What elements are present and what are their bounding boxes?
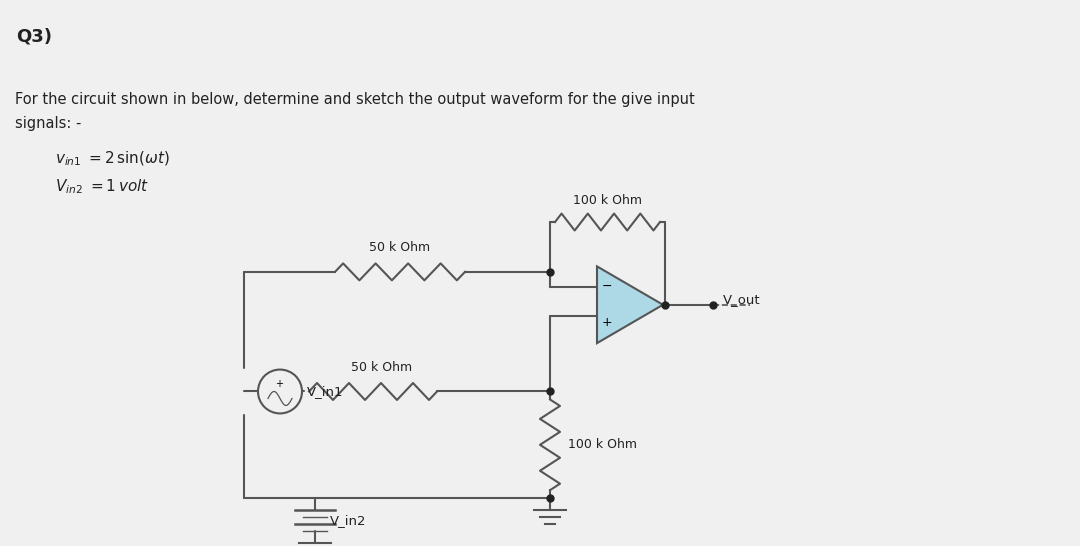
Text: Q3): Q3)	[16, 27, 52, 45]
Text: +: +	[275, 378, 283, 389]
Text: V_in2: V_in2	[330, 514, 366, 526]
Text: 50 k Ohm: 50 k Ohm	[351, 360, 413, 373]
Polygon shape	[597, 266, 663, 343]
Text: 100 k Ohm: 100 k Ohm	[568, 438, 637, 452]
Text: +: +	[602, 316, 612, 329]
Text: 50 k Ohm: 50 k Ohm	[369, 241, 431, 254]
Text: V_in1: V_in1	[307, 385, 343, 398]
Text: For the circuit shown in below, determine and sketch the output waveform for the: For the circuit shown in below, determin…	[15, 92, 694, 131]
Text: $V_{in2}$ $= 1\,volt$: $V_{in2}$ $= 1\,volt$	[55, 178, 149, 197]
Text: $v_{in1}$ $= 2\,\sin(\omega t)$: $v_{in1}$ $= 2\,\sin(\omega t)$	[55, 150, 170, 168]
Text: −: −	[602, 280, 612, 293]
Text: 100 k Ohm: 100 k Ohm	[573, 194, 642, 207]
Text: V_out: V_out	[723, 293, 760, 306]
